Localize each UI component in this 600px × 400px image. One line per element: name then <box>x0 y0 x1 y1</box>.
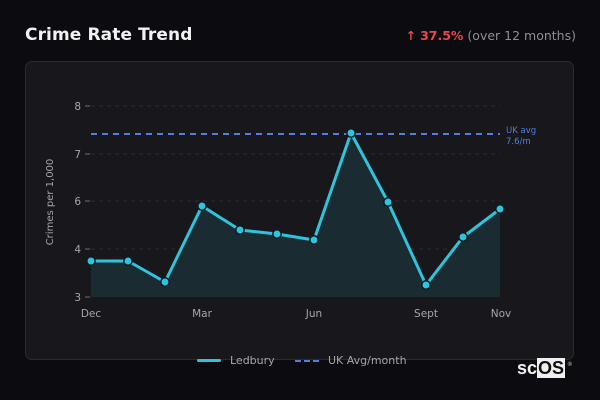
data-point[interactable] <box>421 280 431 290</box>
uk-average-label: UK avg <box>506 126 536 136</box>
watermark-logo: scOS ® <box>517 358 572 378</box>
x-tick-label: Dec <box>81 308 102 320</box>
x-tick-label: Jun <box>305 308 322 320</box>
logo-text: sc <box>517 358 538 378</box>
y-axis-label: Crimes per 1,000 <box>45 159 56 246</box>
page-title: Crime Rate Trend <box>25 25 193 45</box>
x-tick-label: Nov <box>491 308 512 320</box>
y-tick-label: 8 <box>74 101 81 113</box>
gridlines <box>91 105 500 250</box>
data-point[interactable] <box>86 256 96 266</box>
change-indicator: ↑ 37.5% (over 12 months) <box>406 28 576 43</box>
data-point[interactable] <box>458 232 468 242</box>
arrow-up-icon: ↑ <box>405 28 417 43</box>
uk-average-value: 7.6/m <box>506 137 531 147</box>
change-value: 37.5% <box>420 28 464 43</box>
data-point[interactable] <box>495 204 505 214</box>
x-tick-label: Sept <box>414 308 438 320</box>
data-point[interactable] <box>123 256 133 266</box>
logo-text-os: OS <box>537 358 566 378</box>
data-point[interactable] <box>272 229 282 239</box>
data-point[interactable] <box>197 201 207 211</box>
chart-legend: Ledbury UK Avg/month <box>0 354 600 370</box>
legend-item-ledbury[interactable]: Ledbury <box>197 354 275 367</box>
data-point[interactable] <box>309 235 319 245</box>
legend-label: UK Avg/month <box>328 354 407 367</box>
legend-label: Ledbury <box>230 354 275 367</box>
change-note: (over 12 months) <box>467 28 576 43</box>
data-point[interactable] <box>383 197 393 207</box>
y-tick-label: 4 <box>74 244 81 256</box>
dashed-line-swatch-icon <box>295 359 319 362</box>
y-tick-label: 3 <box>74 292 81 304</box>
data-point[interactable] <box>160 277 170 287</box>
legend-item-uk-avg[interactable]: UK Avg/month <box>295 354 407 367</box>
y-tick-label: 7 <box>74 149 81 161</box>
series-area <box>91 133 500 297</box>
series-line-ledbury <box>91 131 501 287</box>
solid-line-swatch-icon <box>197 359 221 362</box>
registered-icon: ® <box>567 362 573 368</box>
data-point[interactable] <box>346 128 356 138</box>
y-tick-label: 6 <box>74 196 81 208</box>
chart-card <box>25 61 574 360</box>
data-point[interactable] <box>235 225 245 235</box>
x-tick-label: Mar <box>192 308 212 320</box>
